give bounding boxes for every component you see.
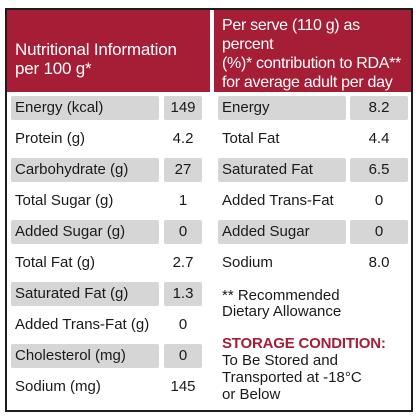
nutrient-label: Sodium (mg) (15, 378, 101, 395)
nutrient-value: 0 (350, 220, 408, 244)
nutrient-value: 0 (374, 192, 384, 209)
header-divider (7, 92, 210, 93)
nutrient-row: Energy (kcal) 149 (7, 93, 210, 123)
storage-condition-title: STORAGE CONDITION: (222, 335, 386, 352)
nutrient-row: Cholesterol (mg) 0 (7, 341, 210, 371)
column-divider (210, 10, 214, 410)
nutrient-value: 0 (164, 344, 202, 368)
nutrient-row: Energy 8.2 (214, 93, 411, 123)
nutrient-label: Total Fat (g) (15, 254, 96, 271)
notes-block: ** Recommended Dietary Allowance STORAGE… (214, 279, 411, 404)
rda-header-line2: (%)* contribution to RDA** (222, 55, 401, 72)
nutrient-value: 2.7 (172, 254, 194, 271)
nutrient-label: Carbohydrate (g) (11, 158, 159, 182)
nutrient-value: 6.5 (350, 158, 408, 182)
nutrient-label: Energy (218, 96, 346, 120)
nutrient-value: 1.3 (164, 282, 202, 306)
header-divider (214, 92, 411, 93)
nutrient-row: Protein (g) 4.2 (7, 124, 210, 154)
nutrient-value: 4.2 (172, 130, 194, 147)
nutrient-label: Saturated Fat (218, 158, 346, 182)
nutrient-label: Saturated Fat (g) (11, 282, 159, 306)
nutrient-row: Added Trans-Fat 0 (214, 186, 411, 216)
nutrient-value: 8.0 (368, 254, 390, 271)
nutrient-row: Added Sugar 0 (214, 217, 411, 247)
nutrient-row: Sodium (mg) 145 (7, 372, 210, 402)
nutrient-row: Sodium 8.0 (214, 248, 411, 278)
storage-line2: Transported at -18°C (222, 369, 362, 386)
nutrition-panel: Nutritional Information per 100 g* Energ… (5, 8, 413, 412)
nutrient-label: Added Sugar (218, 220, 346, 244)
nutrient-value: 0 (164, 220, 202, 244)
rda-header-line1: Per serve (110 g) as percent (222, 17, 360, 53)
nutrient-row: Added Trans-Fat (g) 0 (7, 310, 210, 340)
rda-header-line3: for average adult per day (222, 74, 393, 91)
nutrient-label: Added Trans-Fat (g) (15, 316, 150, 333)
nutrient-row: Total Fat (g) 2.7 (7, 248, 210, 278)
storage-line1: To Be Stored and (222, 352, 338, 369)
nutrient-row: Total Fat 4.4 (214, 124, 411, 154)
nutrient-label: Sodium (222, 254, 273, 271)
footnote-line1: ** Recommended (222, 287, 340, 304)
nutrient-row: Total Sugar (g) 1 (7, 186, 210, 216)
nutrient-row: Carbohydrate (g) 27 (7, 155, 210, 185)
storage-condition-text: To Be Stored and Transported at -18°C or… (222, 352, 403, 403)
nutrient-value: 4.4 (368, 130, 390, 147)
nutrient-value: 27 (164, 158, 202, 182)
nutrient-label: Added Trans-Fat (222, 192, 334, 209)
nutrient-label: Energy (kcal) (11, 96, 159, 120)
nutrient-label: Cholesterol (mg) (11, 344, 159, 368)
nutrient-row: Saturated Fat 6.5 (214, 155, 411, 185)
per-100g-rows: Energy (kcal) 149 Protein (g) 4.2 Carbohydra… (7, 93, 210, 402)
nutrient-label: Total Sugar (g) (15, 192, 114, 209)
nutrient-value: 8.2 (350, 96, 408, 120)
nutrient-label: Total Fat (222, 130, 280, 147)
nutrient-label: Added Sugar (g) (11, 220, 159, 244)
per-100g-column: Nutritional Information per 100 g* Energ… (7, 10, 210, 403)
per-100g-header: Nutritional Information per 100 g* (7, 10, 210, 92)
footnote-line2: Dietary Allowance (222, 303, 342, 320)
nutrient-label: Protein (g) (15, 130, 86, 147)
nutrient-value: 0 (178, 316, 188, 333)
per-100g-header-line2: per 100 g* (15, 59, 92, 78)
nutrient-value: 145 (170, 378, 196, 395)
nutrient-value: 149 (164, 96, 202, 120)
rda-header: Per serve (110 g) as percent (%)* contri… (214, 10, 411, 92)
per-100g-header-line1: Nutritional Information (15, 40, 177, 59)
nutrient-row: Added Sugar (g) 0 (7, 217, 210, 247)
rda-column: Per serve (110 g) as percent (%)* contri… (214, 10, 411, 403)
nutrient-value: 1 (178, 192, 188, 209)
nutrient-row: Saturated Fat (g) 1.3 (7, 279, 210, 309)
storage-line3: or Below (222, 386, 281, 403)
rda-rows: Energy 8.2 Total Fat 4.4 Saturated Fat 6.5 Add… (214, 93, 411, 278)
